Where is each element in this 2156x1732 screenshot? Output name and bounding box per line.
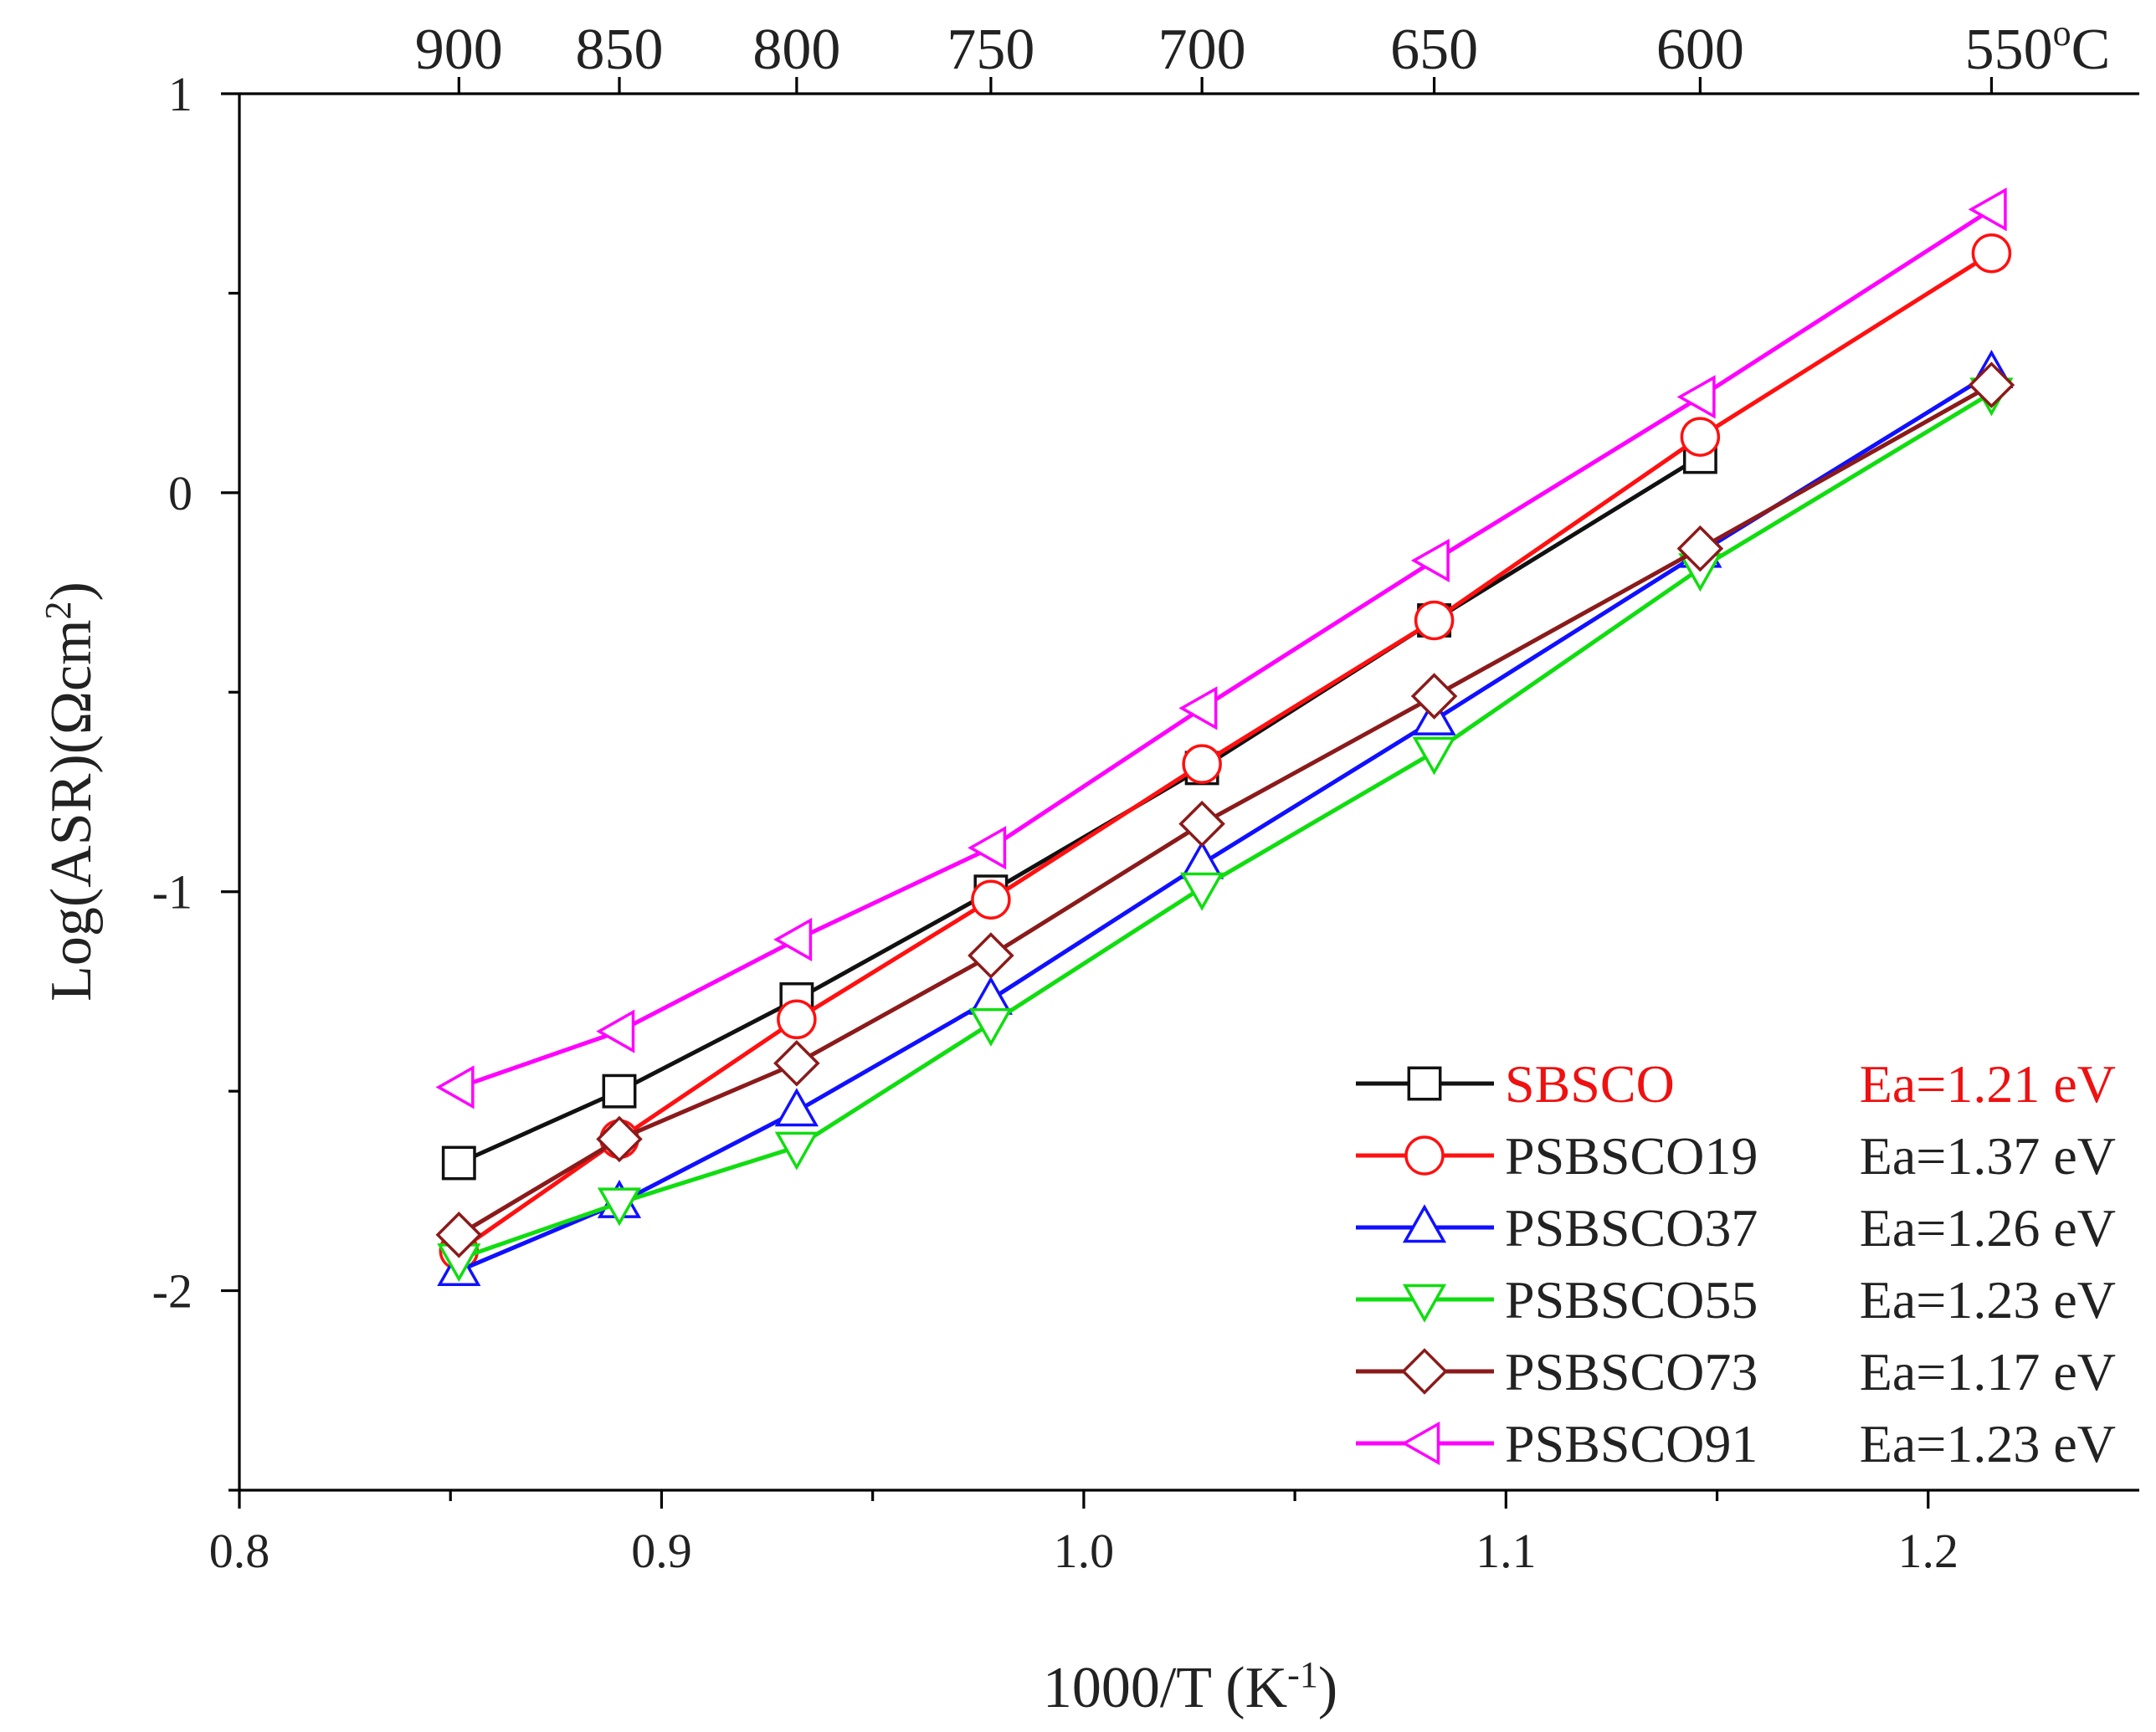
circle-marker bbox=[1680, 417, 1721, 457]
top-tick-label-value: 550 bbox=[1965, 18, 2053, 82]
x-tick-label: 1.1 bbox=[1476, 1524, 1537, 1578]
top-tick-label: 550oC bbox=[1965, 13, 2111, 82]
diamond-marker bbox=[596, 1115, 643, 1163]
y-axis-title-end: ) bbox=[39, 582, 104, 601]
series-line bbox=[458, 371, 1993, 1273]
triangle-left-marker bbox=[596, 1009, 635, 1053]
top-tick-label: 750 bbox=[947, 18, 1034, 82]
circle-marker bbox=[1404, 1135, 1445, 1176]
top-tick-label: 700 bbox=[1158, 18, 1246, 82]
y-axis-title-main: Log(ASR)(Ωcm bbox=[39, 619, 104, 1001]
series-line bbox=[458, 391, 1993, 1261]
triangle-left-marker bbox=[1410, 538, 1450, 583]
square-marker bbox=[1407, 1066, 1442, 1101]
legend-series-name: SBSCO bbox=[1505, 1054, 1675, 1114]
circle-marker bbox=[1414, 600, 1455, 641]
circle-marker bbox=[971, 879, 1011, 920]
legend-item: PSBSCO37 Ea=1.26 eV bbox=[1356, 1198, 2116, 1258]
diamond-marker bbox=[1178, 800, 1225, 848]
square-marker bbox=[602, 1074, 637, 1109]
triangle-left-marker bbox=[773, 917, 813, 962]
legend-series-name: PSBSCO73 bbox=[1505, 1342, 1758, 1401]
legend-item: PSBSCO73 Ea=1.17 eV bbox=[1356, 1342, 2116, 1401]
diamond-marker bbox=[435, 1212, 483, 1258]
triangle-down-marker bbox=[1402, 1284, 1447, 1323]
triangle-down-marker bbox=[597, 1187, 642, 1227]
legend-item: PSBSCO19 Ea=1.37 eV bbox=[1356, 1126, 2116, 1186]
circle-marker bbox=[1971, 233, 2012, 274]
x-axis-title-sup: -1 bbox=[1287, 1654, 1318, 1695]
x-tick-label: 0.9 bbox=[631, 1524, 692, 1578]
x-axis-title-end: ) bbox=[1318, 1656, 1337, 1720]
series-psbsco37 bbox=[437, 350, 2014, 1286]
triangle-left-marker bbox=[1401, 1421, 1440, 1466]
x-axis-title-main: 1000/T (K bbox=[1043, 1656, 1287, 1720]
square-marker bbox=[441, 1145, 476, 1181]
legend-ea-value: Ea=1.23 eV bbox=[1860, 1414, 2116, 1473]
x-tick-label: 1.2 bbox=[1898, 1524, 1959, 1578]
triangle-left-marker bbox=[435, 1065, 475, 1109]
series-psbsco55 bbox=[437, 377, 2014, 1283]
legend-ea-value: Ea=1.23 eV bbox=[1860, 1270, 2116, 1330]
legend-series-name: PSBSCO37 bbox=[1505, 1198, 1758, 1258]
legend-item: SBSCO Ea=1.21 eV bbox=[1356, 1054, 2116, 1114]
circle-marker bbox=[777, 999, 817, 1040]
ticks: 0.8 0.9 1.0 1.1 1.2 1 0 -1 -2 900 850 800 750 700 650 6… bbox=[152, 13, 2111, 1578]
top-tick-label: 800 bbox=[752, 18, 840, 82]
diamond-marker bbox=[1676, 525, 1724, 572]
top-tick-label: 850 bbox=[576, 18, 664, 82]
top-tick-label: 600 bbox=[1656, 18, 1744, 82]
diamond-marker bbox=[1401, 1348, 1448, 1395]
y-tick-label: 0 bbox=[168, 466, 192, 520]
triangle-down-marker bbox=[1180, 872, 1224, 911]
triangle-down-marker bbox=[774, 1131, 819, 1171]
triangle-left-marker bbox=[1968, 187, 2007, 232]
series-line bbox=[457, 251, 1993, 1253]
legend-series-name: PSBSCO55 bbox=[1505, 1270, 1758, 1330]
y-tick-label: 1 bbox=[168, 67, 192, 121]
legend-ea-value: Ea=1.26 eV bbox=[1860, 1198, 2116, 1258]
legend-item: PSBSCO91 Ea=1.23 eV bbox=[1356, 1414, 2116, 1473]
circle-marker bbox=[1182, 744, 1222, 784]
series-line bbox=[458, 382, 1993, 1237]
series-psbsco91 bbox=[435, 187, 2007, 1109]
top-tick-label: 650 bbox=[1390, 18, 1478, 82]
celsius-unit: C bbox=[2071, 18, 2111, 82]
axes bbox=[238, 92, 2139, 1492]
legend-series-name: PSBSCO91 bbox=[1505, 1414, 1758, 1473]
y-tick-label: -2 bbox=[152, 1264, 192, 1319]
x-axis-title: 1000/T (K-1) bbox=[1043, 1654, 1337, 1720]
legend-ea-value: Ea=1.37 eV bbox=[1860, 1126, 2116, 1186]
y-axis-title: Log(ASR)(Ωcm2) bbox=[38, 582, 104, 1002]
legend-series-name: PSBSCO19 bbox=[1505, 1126, 1758, 1186]
y-tick-label: -1 bbox=[152, 865, 192, 920]
legend-ea-value: Ea=1.21 eV bbox=[1860, 1054, 2116, 1114]
triangle-left-marker bbox=[1178, 686, 1218, 730]
triangle-up-marker bbox=[774, 1088, 819, 1127]
triangle-down-marker bbox=[1412, 736, 1456, 776]
data-series bbox=[435, 187, 2015, 1286]
legend: SBSCO Ea=1.21 eV PSBSCO19 Ea=1.37 eV PSBSCO3… bbox=[1356, 1054, 2116, 1473]
diamond-marker bbox=[968, 932, 1014, 979]
legend-item: PSBSCO55 Ea=1.23 eV bbox=[1356, 1270, 2116, 1330]
triangle-left-marker bbox=[968, 826, 1007, 870]
series-psbsco73 bbox=[435, 361, 2015, 1258]
triangle-down-marker bbox=[968, 1007, 1014, 1047]
legend-ea-value: Ea=1.17 eV bbox=[1860, 1342, 2116, 1401]
x-tick-label: 1.0 bbox=[1054, 1524, 1115, 1578]
top-tick-label: 900 bbox=[415, 18, 503, 82]
triangle-left-marker bbox=[1676, 375, 1716, 419]
diamond-marker bbox=[1410, 673, 1458, 720]
series-line bbox=[458, 208, 1993, 1089]
x-tick-label: 0.8 bbox=[209, 1524, 270, 1578]
diamond-marker bbox=[1968, 361, 2015, 408]
triangle-up-marker bbox=[1402, 1204, 1447, 1243]
degree-sign: o bbox=[2053, 13, 2071, 54]
diamond-marker bbox=[773, 1039, 820, 1087]
y-axis-title-sup: 2 bbox=[38, 601, 79, 619]
